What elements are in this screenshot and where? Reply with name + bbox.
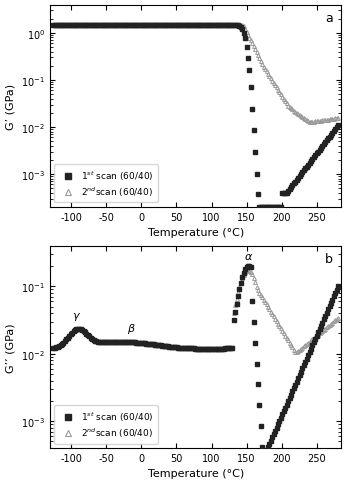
Text: b: b (325, 252, 333, 265)
Legend: 1$^{st}$ scan (60/40), 2$^{nd}$scan (60/40): 1$^{st}$ scan (60/40), 2$^{nd}$scan (60/… (54, 165, 158, 203)
Y-axis label: G’’ (GPa): G’’ (GPa) (6, 322, 16, 372)
X-axis label: Temperature (°C): Temperature (°C) (147, 469, 244, 479)
Text: γ: γ (73, 310, 79, 320)
Y-axis label: G’ (GPa): G’ (GPa) (6, 84, 16, 130)
Text: β: β (127, 324, 134, 334)
Text: α: α (244, 251, 252, 261)
Legend: 1$^{st}$ scan (60/40), 2$^{nd}$scan (60/40): 1$^{st}$ scan (60/40), 2$^{nd}$scan (60/… (54, 405, 158, 444)
Text: a: a (325, 12, 333, 25)
X-axis label: Temperature (°C): Temperature (°C) (147, 228, 244, 238)
